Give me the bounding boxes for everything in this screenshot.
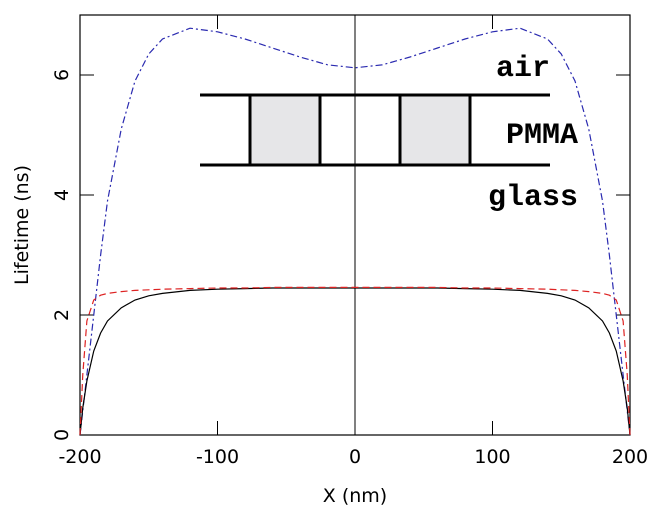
x-tick-label: -200 [58,446,101,468]
series-line [79,286,631,436]
x-tick-label: 100 [474,446,510,468]
pmma-block [398,93,472,167]
y-tick-label: 6 [51,69,73,81]
pmma-block [248,93,322,167]
inset-diagram [200,93,550,167]
x-tick-label: -100 [196,446,239,468]
x-tick-label: 200 [612,446,648,468]
y-tick-label: 2 [51,309,73,321]
y-tick-label: 0 [51,429,73,441]
x-tick-label: 0 [349,446,361,468]
series-line [79,27,631,436]
y-tick-label: 4 [51,189,73,201]
annotation: PMMA [506,119,578,153]
annotation: glass [488,181,578,215]
annotation: air [496,52,550,86]
y-axis-label: Lifetime (ns) [11,165,33,285]
x-axis-label: X (nm) [323,485,387,507]
